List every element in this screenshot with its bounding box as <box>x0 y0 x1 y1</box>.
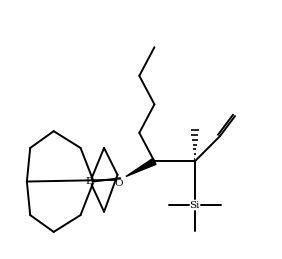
Text: O: O <box>114 179 123 188</box>
Text: B: B <box>85 177 93 186</box>
Polygon shape <box>126 159 156 176</box>
Text: Si: Si <box>190 200 200 210</box>
